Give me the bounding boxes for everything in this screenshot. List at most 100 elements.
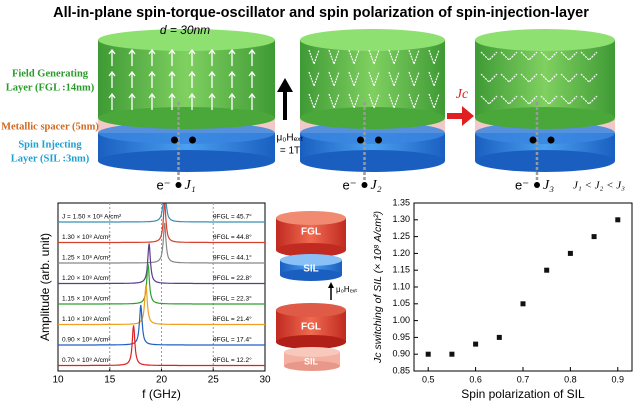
moment-arrow	[388, 93, 400, 110]
moment-arrow	[108, 92, 116, 110]
y-tick-label: 1.15	[392, 265, 410, 275]
x-tick-label: 30	[259, 375, 271, 386]
fgl-bottom	[276, 243, 346, 257]
sil-bottom	[300, 150, 445, 172]
moment-arrow	[520, 73, 538, 83]
moment-arrow	[328, 49, 340, 66]
spin	[357, 136, 364, 144]
moment-arrow	[500, 73, 518, 83]
point	[425, 351, 431, 357]
angle-label: θFGL = 17.4°	[213, 336, 252, 344]
moment-arrow	[408, 71, 420, 88]
moment-arrow	[520, 51, 538, 61]
angle-label: θFGL = 22.3°	[213, 295, 252, 303]
x-tick-label: 0.9	[612, 374, 625, 384]
moment-arrow	[388, 49, 400, 66]
sil-bottom	[284, 361, 340, 371]
moment-arrow	[208, 70, 216, 88]
moment-arrow	[348, 71, 360, 88]
moment-arrow	[368, 93, 380, 110]
spin	[375, 136, 382, 144]
sil-label: Spin Injecting	[18, 139, 82, 150]
moment-arrow	[248, 70, 256, 88]
x-tick-label: 20	[156, 375, 168, 386]
moment-arrow	[428, 93, 440, 110]
moment-arrow	[388, 71, 400, 88]
sil-label: Layer (SIL :3nm)	[11, 153, 90, 164]
fgl-bottom	[98, 107, 275, 129]
moment-arrow	[228, 92, 236, 110]
moment-arrow	[540, 51, 558, 61]
moment-arrow	[248, 92, 256, 110]
electron	[534, 182, 540, 188]
moment-arrow	[580, 95, 598, 105]
y-tick-label: 0.95	[392, 332, 410, 342]
fgl-top	[98, 29, 275, 51]
spin	[189, 136, 196, 144]
moment-arrow	[580, 73, 598, 83]
fgl-top	[300, 29, 445, 51]
y-tick-label: 1.10	[392, 281, 410, 291]
diameter-label: d = 30nm	[160, 23, 210, 37]
spin	[171, 136, 178, 144]
current-label: J₃	[543, 178, 554, 193]
y-tick-label: 1.20	[392, 248, 410, 258]
moment-arrow	[308, 71, 320, 88]
current-arrow	[447, 106, 474, 126]
spectrum	[58, 203, 265, 244]
moment-arrow	[480, 51, 498, 61]
fgl-top	[475, 29, 615, 51]
moment-arrow	[560, 95, 578, 105]
plot-frame	[413, 202, 633, 372]
current-label: Jc	[456, 87, 469, 102]
sil-bottom	[280, 269, 342, 281]
moment-arrow	[580, 51, 598, 61]
moment-arrow	[408, 93, 420, 110]
moment-arrow	[108, 70, 116, 88]
fgl-bottom	[475, 107, 615, 129]
fgl-bottom	[300, 107, 445, 129]
y-axis-label: Amplitude (arb. unit)	[38, 233, 52, 341]
series-label: J = 1.50 × 10⁸ A/cm²	[62, 214, 122, 221]
moment-arrow	[188, 48, 196, 66]
moment-arrow	[208, 92, 216, 110]
moment-arrow	[188, 92, 196, 110]
point	[567, 250, 573, 256]
moment-arrow	[308, 93, 320, 110]
series-label: 0.70 × 10⁸ A/cm²	[62, 357, 111, 364]
x-tick-label: 10	[52, 375, 64, 386]
inset-label: FGL	[301, 322, 321, 333]
series-label: 1.25 × 10⁸ A/cm²	[62, 255, 111, 262]
spacer-label: Metallic spacer (5nm)	[1, 121, 99, 132]
field-arrowhead	[277, 78, 293, 92]
x-axis-label: Spin polarization of SIL	[461, 387, 585, 401]
inset-label: SIL	[303, 264, 319, 275]
spin	[547, 136, 555, 144]
x-tick-label: 25	[208, 375, 220, 386]
x-axis-label: f (GHz)	[142, 387, 181, 401]
moment-arrow	[348, 93, 360, 110]
y-tick-label: 0.85	[392, 365, 410, 375]
spin	[529, 136, 537, 144]
moment-arrow	[560, 51, 578, 61]
angle-label: θFGL = 12.2°	[213, 356, 252, 364]
moment-arrow	[428, 71, 440, 88]
spectrum	[58, 263, 265, 305]
current-label: J₁	[185, 178, 196, 193]
point	[544, 267, 550, 273]
moment-arrow	[428, 49, 440, 66]
spectrum	[58, 203, 265, 223]
series-label: 1.15 × 10⁸ A/cm²	[62, 296, 111, 303]
sil-bottom	[475, 150, 615, 172]
spectrum	[58, 284, 265, 326]
moment-arrow	[128, 48, 136, 66]
moment-arrow	[368, 49, 380, 66]
y-axis-label: Jc switching of SIL (× 10⁸ A/cm²)	[372, 211, 384, 364]
electron	[361, 182, 368, 188]
electron-label: e⁻	[515, 177, 529, 192]
moment-arrow	[168, 70, 176, 88]
fgl-layer	[98, 40, 275, 118]
moment-arrow	[228, 48, 236, 66]
moment-arrow	[500, 51, 518, 61]
